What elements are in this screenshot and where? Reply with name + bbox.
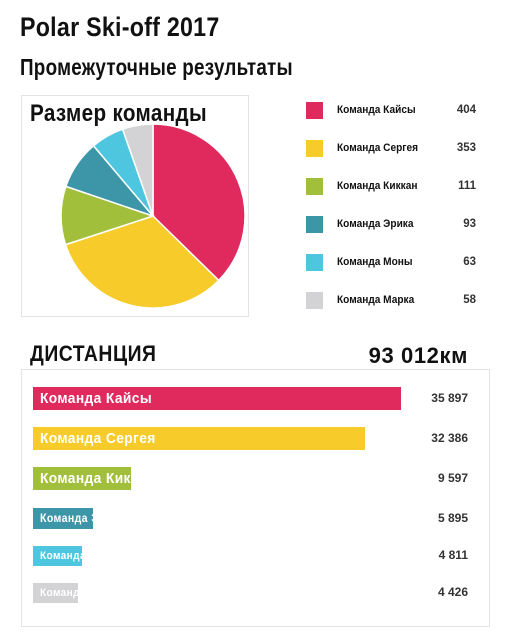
legend-label: Команда Моны <box>337 256 413 268</box>
legend-swatch <box>306 102 323 119</box>
bar-label: Команда Киккан <box>40 470 155 487</box>
team-size-pie-chart <box>60 123 246 309</box>
distance-bar-chart: Команда Кайсы 35 897 Команда Сергея 32 386 К… <box>21 369 490 627</box>
bar-row: Команда Марка 4 426 <box>22 583 489 603</box>
pie-slice-6 <box>121 123 154 217</box>
legend-value: 111 <box>458 180 476 192</box>
distance-bar: Команда Эрика <box>33 508 124 529</box>
bar-label: Команда Эрика <box>40 512 125 525</box>
bar-row: Команда Кайсы 35 897 <box>22 387 489 410</box>
legend-value: 404 <box>456 104 476 116</box>
page-subtitle: Промежуточные результаты <box>20 54 293 80</box>
team-size-title: Размер команды <box>30 100 207 127</box>
pie-slice-2 <box>64 215 220 309</box>
legend-label: Команда Эрика <box>337 218 414 230</box>
legend-swatch <box>306 216 323 233</box>
bar-value: 4 811 <box>438 548 468 562</box>
legend-value: 63 <box>463 256 476 268</box>
distance-bar: Команда Моны <box>33 546 120 566</box>
legend-item: Команда Киккан 111 <box>306 176 476 196</box>
bar-label: Команда Моны <box>40 550 120 562</box>
pie-slice-1 <box>152 123 246 282</box>
page-title: Polar Ski-off 2017 <box>20 12 220 42</box>
bar-row: Команда Моны 4 811 <box>22 546 489 566</box>
legend-item: Команда Эрика 93 <box>306 214 476 234</box>
legend-label: Команда Киккан <box>337 180 418 192</box>
distance-bar: Команда Киккан <box>33 467 155 490</box>
bar-label: Команда Марка <box>40 587 123 599</box>
distance-title: ДИСТАНЦИЯ <box>30 341 157 366</box>
distance-bar: Команда Кайсы <box>33 387 401 410</box>
bar-row: Команда Эрика 5 895 <box>22 508 489 529</box>
bar-row: Команда Киккан 9 597 <box>22 467 489 490</box>
legend-item: Команда Марка 58 <box>306 290 476 310</box>
bar-label: Команда Кайсы <box>40 390 152 407</box>
bar-value: 9 597 <box>437 471 468 485</box>
legend-label: Команда Сергея <box>337 142 419 154</box>
legend-value: 58 <box>463 294 476 306</box>
legend-value: 353 <box>456 142 476 154</box>
bar-row: Команда Сергея 32 386 <box>22 427 489 450</box>
bar-value: 35 897 <box>431 391 468 405</box>
bar-value: 32 386 <box>431 431 468 445</box>
legend-value: 93 <box>463 218 476 230</box>
legend-label: Команда Марка <box>337 294 415 306</box>
legend-swatch <box>306 178 323 195</box>
distance-total: 93 012км <box>368 343 468 368</box>
team-size-panel: Размер команды <box>21 95 249 317</box>
distance-bar: Команда Сергея <box>33 427 365 450</box>
distance-bar: Команда Марка <box>33 583 122 603</box>
legend-item: Команда Кайсы 404 <box>306 100 476 120</box>
bar-label: Команда Сергея <box>40 430 156 447</box>
legend-swatch <box>306 254 323 271</box>
legend-swatch <box>306 140 323 157</box>
legend-swatch <box>306 292 323 309</box>
legend-item: Команда Моны 63 <box>306 252 476 272</box>
bar-value: 4 426 <box>437 585 468 599</box>
bar-value: 5 895 <box>437 511 468 525</box>
legend-label: Команда Кайсы <box>337 104 416 116</box>
legend-item: Команда Сергея 353 <box>306 138 476 158</box>
